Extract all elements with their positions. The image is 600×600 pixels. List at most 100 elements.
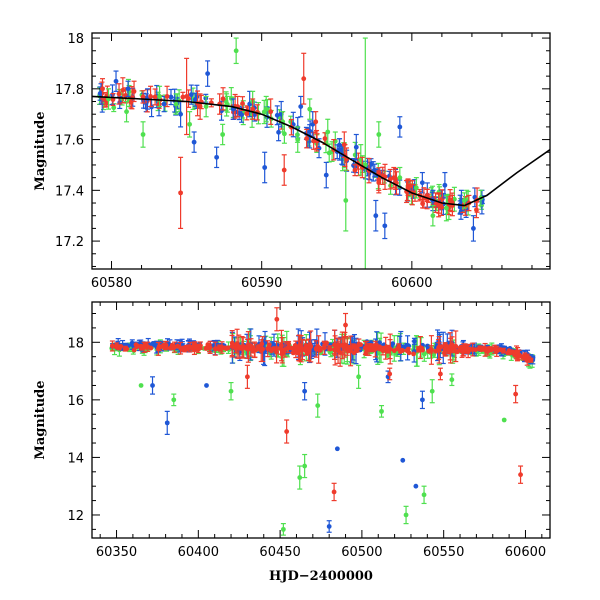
blue-point — [372, 168, 378, 173]
red-point — [169, 345, 175, 351]
plot-frame — [91, 32, 551, 270]
plot-frame — [91, 301, 551, 539]
x-tick-label: 60350 — [96, 545, 137, 560]
red-point — [301, 76, 307, 82]
red-point — [411, 351, 416, 357]
green-point — [187, 121, 193, 127]
red-point — [220, 96, 226, 102]
y-tick-label: 17.8 — [55, 83, 84, 98]
red-point — [311, 138, 317, 144]
red-point — [178, 345, 183, 351]
blue-point — [326, 524, 332, 529]
y-tick-label: 17.6 — [55, 134, 84, 149]
red-point — [342, 342, 348, 348]
red-point — [306, 347, 312, 352]
red-point — [286, 341, 291, 347]
model-curve — [92, 95, 550, 207]
y-tick-label: 14 — [67, 451, 84, 466]
red-point — [438, 371, 443, 377]
green-point — [228, 388, 234, 394]
red-point — [164, 94, 170, 99]
red-point — [265, 346, 271, 352]
y-axis-label: Magnitude — [33, 111, 48, 190]
blue-point — [164, 420, 170, 426]
green-point — [263, 106, 269, 112]
blue-point — [214, 154, 220, 160]
red-point — [426, 348, 432, 354]
red-point — [250, 106, 256, 112]
red-point — [331, 489, 337, 495]
red-point — [197, 104, 203, 109]
y-tick-label: 17.4 — [55, 184, 84, 199]
green-point — [171, 397, 177, 403]
red-point — [268, 109, 274, 115]
red-point — [363, 351, 369, 357]
blue-point — [188, 92, 194, 98]
blue-point — [276, 129, 282, 135]
plot-area — [109, 307, 536, 536]
bottom-panel: 60350 60400 60450 60500 60550 60600 12 14 16 18 Ma… — [33, 301, 551, 584]
red-point — [494, 348, 500, 354]
red-point — [279, 343, 284, 348]
red-point — [391, 175, 397, 181]
red-point — [322, 342, 327, 348]
blue-point — [323, 172, 329, 178]
green-point — [443, 205, 449, 211]
top-panel: 60580 60590 60600 17.2 17.4 17.6 17.8 18 Magnitu… — [33, 32, 551, 291]
green-point — [430, 213, 436, 219]
green-point — [449, 377, 455, 383]
green-point — [397, 175, 403, 181]
x-tick-label: 60580 — [91, 276, 132, 291]
blue-point — [373, 213, 379, 219]
red-point — [313, 119, 319, 125]
red-point — [122, 346, 128, 352]
green-point — [233, 48, 239, 54]
red-point — [131, 347, 137, 353]
blue-point — [161, 101, 167, 107]
blue-point — [204, 383, 209, 388]
x-tick-label: 60450 — [259, 545, 300, 560]
green-point — [138, 383, 144, 388]
red-point — [123, 93, 129, 98]
blue-point — [413, 483, 419, 489]
green-point — [140, 132, 146, 137]
green-point — [403, 512, 409, 518]
blue-point — [113, 78, 119, 84]
red-point — [480, 345, 485, 351]
red-point — [180, 94, 186, 100]
green-point — [297, 475, 303, 480]
red-point — [397, 349, 403, 354]
red-point — [453, 348, 458, 354]
red-point — [246, 346, 252, 352]
y-axis-label: Magnitude — [33, 380, 48, 459]
red-point — [356, 341, 362, 347]
green-point — [379, 408, 384, 414]
blue-point — [419, 180, 425, 186]
red-point — [439, 196, 445, 202]
red-point — [307, 342, 313, 347]
red-point — [341, 142, 347, 148]
green-point — [429, 388, 435, 394]
green-point — [295, 137, 301, 142]
red-point — [116, 91, 122, 97]
y-tick-label: 12 — [67, 509, 84, 524]
red-point — [244, 374, 250, 380]
red-point — [387, 371, 393, 377]
red-point — [138, 343, 144, 349]
red-point — [436, 347, 442, 353]
red-point — [369, 343, 374, 349]
green-point — [307, 106, 313, 112]
green-point — [421, 351, 427, 357]
red-point — [473, 347, 478, 353]
red-point — [140, 94, 146, 100]
red-point — [303, 345, 308, 351]
red-point — [120, 87, 126, 93]
red-point — [372, 346, 378, 352]
red-point — [322, 136, 328, 141]
red-point — [212, 346, 218, 352]
red-point — [345, 348, 351, 354]
blue-point — [298, 104, 304, 109]
red-point — [274, 349, 279, 355]
red-point — [514, 349, 519, 355]
red-point — [184, 94, 190, 99]
